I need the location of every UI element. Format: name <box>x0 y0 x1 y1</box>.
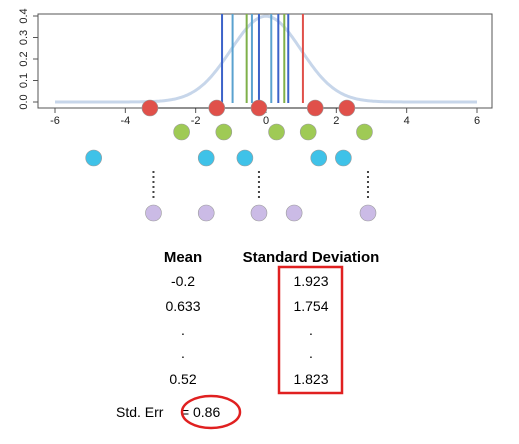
sample-point <box>306 99 324 117</box>
sample-point <box>268 123 285 141</box>
x-tick-label: 6 <box>474 115 480 127</box>
sample-point <box>197 149 215 167</box>
y-tick-label: 0.2 <box>18 51 30 66</box>
sample-point <box>208 99 226 117</box>
mean-cell: -0.2 <box>171 273 195 289</box>
std-err-label: Std. Err <box>116 404 164 420</box>
std-err-highlight-circle <box>180 394 242 430</box>
sd-highlight-box <box>277 265 344 395</box>
sd-cell: 1.923 <box>293 273 328 289</box>
sample-point <box>85 149 102 167</box>
table-body: -0.2 1.923 0.633 1.754... . 0.52 1.823 <box>165 273 328 387</box>
mean-header: Mean <box>164 249 202 266</box>
ellipsis-columns <box>152 171 369 199</box>
sd-cell: . <box>309 322 313 338</box>
x-tick-label: -2 <box>191 115 201 127</box>
sample-mean-lines <box>221 14 304 103</box>
sample-point <box>335 149 352 167</box>
sd-header: Standard Deviation <box>243 249 380 266</box>
x-tick-label: 0 <box>263 115 269 127</box>
mean-cell: 0.633 <box>165 298 200 314</box>
y-tick-label: 0.1 <box>18 73 30 88</box>
sample-point <box>359 204 377 222</box>
mean-cell: . <box>181 322 185 338</box>
x-tick-label: -6 <box>50 115 60 127</box>
mean-cell: . <box>181 345 185 361</box>
std-err-value: 0.86 <box>193 404 220 420</box>
sample-point <box>250 99 268 117</box>
sample-point <box>173 123 190 141</box>
x-tick-label: -4 <box>120 115 130 127</box>
sample-point <box>236 149 254 167</box>
x-tick-label: 4 <box>404 115 410 127</box>
std-err-equals: = <box>181 404 189 420</box>
mean-cell: 0.52 <box>169 371 196 387</box>
sample-point <box>338 99 356 117</box>
y-axis: 0.0 0.1 0.2 0.3 0.4 <box>18 8 38 110</box>
sample-point <box>356 123 373 141</box>
sample-point <box>310 149 328 167</box>
sample-point <box>141 99 159 117</box>
sample-point <box>250 204 268 222</box>
sd-cell: . <box>309 345 313 361</box>
x-tick-label: 2 <box>333 115 339 127</box>
sd-cell: 1.754 <box>293 298 328 314</box>
y-tick-label: 0.4 <box>18 8 30 23</box>
sample-point <box>145 204 162 222</box>
sample-point <box>215 123 233 141</box>
normal-density-curve <box>55 14 477 104</box>
y-tick-label: 0.0 <box>18 94 30 109</box>
sample-points <box>85 99 377 222</box>
sample-point <box>197 204 215 222</box>
sample-point <box>299 123 317 141</box>
x-axis: -6 -4 -2 0 2 4 6 <box>50 108 480 127</box>
y-tick-label: 0.3 <box>18 30 30 45</box>
plot-frame <box>37 13 493 109</box>
sd-cell: 1.823 <box>293 371 328 387</box>
sample-point <box>285 204 303 222</box>
